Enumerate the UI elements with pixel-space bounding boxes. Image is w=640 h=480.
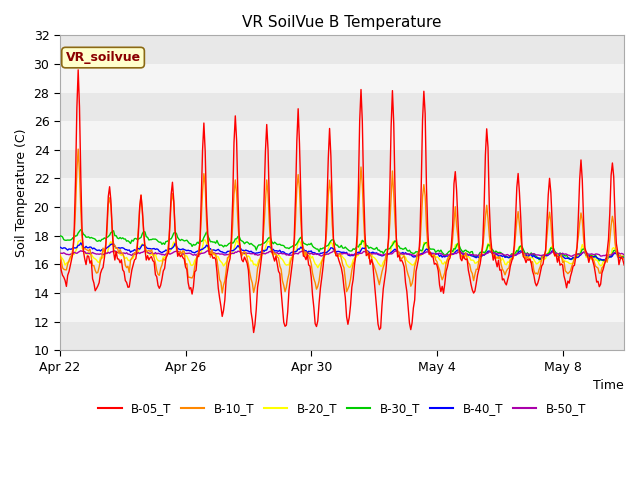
B-40_T — [601, 257, 609, 263]
Bar — [60, 93, 624, 121]
B-05_T — [74, 67, 82, 73]
B-20_T — [493, 256, 501, 262]
B-05_T — [56, 257, 64, 263]
B-05_T — [386, 187, 394, 192]
B-40_T — [620, 255, 628, 261]
B-30_T — [100, 235, 108, 241]
B-10_T — [386, 220, 394, 226]
B-40_T — [385, 251, 392, 257]
B-30_T — [56, 233, 64, 239]
B-30_T — [449, 249, 456, 254]
B-20_T — [314, 265, 322, 271]
B-05_T — [493, 264, 501, 270]
Line: B-20_T: B-20_T — [60, 240, 624, 268]
Bar — [60, 121, 624, 150]
B-50_T — [576, 252, 584, 257]
B-40_T — [575, 254, 582, 260]
Text: VR_soilvue: VR_soilvue — [65, 51, 141, 64]
B-50_T — [568, 253, 575, 259]
B-20_T — [99, 254, 107, 260]
B-30_T — [385, 246, 392, 252]
B-40_T — [492, 252, 500, 258]
Bar — [60, 64, 624, 93]
B-50_T — [492, 251, 500, 256]
B-40_T — [100, 247, 108, 252]
B-10_T — [56, 251, 64, 257]
B-40_T — [449, 251, 456, 257]
B-20_T — [505, 260, 513, 265]
Line: B-05_T: B-05_T — [60, 70, 624, 333]
Bar — [60, 150, 624, 179]
B-40_T — [504, 254, 511, 260]
B-10_T — [100, 249, 108, 255]
B-10_T — [74, 146, 82, 152]
B-30_T — [492, 248, 500, 254]
Bar — [60, 36, 624, 64]
Line: B-50_T: B-50_T — [60, 251, 624, 256]
X-axis label: Time: Time — [593, 379, 624, 392]
B-50_T — [449, 252, 456, 257]
Bar — [60, 264, 624, 293]
B-30_T — [620, 254, 628, 260]
Bar — [60, 293, 624, 322]
Title: VR SoilVue B Temperature: VR SoilVue B Temperature — [243, 15, 442, 30]
B-10_T — [450, 220, 458, 226]
B-05_T — [100, 255, 108, 261]
B-10_T — [576, 220, 584, 226]
B-05_T — [505, 272, 513, 277]
B-30_T — [575, 251, 582, 256]
Legend: B-05_T, B-10_T, B-20_T, B-30_T, B-40_T, B-50_T: B-05_T, B-10_T, B-20_T, B-30_T, B-40_T, … — [93, 397, 591, 420]
Line: B-30_T: B-30_T — [60, 229, 624, 261]
B-50_T — [504, 252, 511, 257]
B-50_T — [141, 248, 148, 253]
Line: B-40_T: B-40_T — [60, 243, 624, 260]
B-30_T — [595, 258, 603, 264]
B-05_T — [620, 262, 628, 268]
B-20_T — [386, 251, 394, 257]
B-10_T — [218, 290, 226, 296]
B-20_T — [202, 237, 209, 243]
B-10_T — [493, 254, 501, 260]
B-20_T — [450, 248, 458, 254]
B-20_T — [576, 252, 584, 257]
B-10_T — [620, 256, 628, 262]
Bar — [60, 179, 624, 207]
B-40_T — [56, 244, 64, 250]
B-50_T — [385, 252, 392, 257]
B-05_T — [576, 177, 584, 182]
B-20_T — [620, 255, 628, 261]
Line: B-10_T: B-10_T — [60, 149, 624, 293]
B-50_T — [99, 252, 107, 258]
B-50_T — [56, 251, 64, 256]
B-05_T — [250, 330, 257, 336]
Bar — [60, 207, 624, 236]
B-10_T — [505, 265, 513, 271]
B-40_T — [77, 240, 84, 246]
Bar — [60, 322, 624, 350]
B-50_T — [620, 252, 628, 258]
B-30_T — [77, 227, 84, 232]
B-30_T — [504, 254, 511, 260]
Bar — [60, 236, 624, 264]
B-20_T — [56, 252, 64, 257]
Y-axis label: Soil Temperature (C): Soil Temperature (C) — [15, 129, 28, 257]
B-05_T — [450, 181, 458, 187]
